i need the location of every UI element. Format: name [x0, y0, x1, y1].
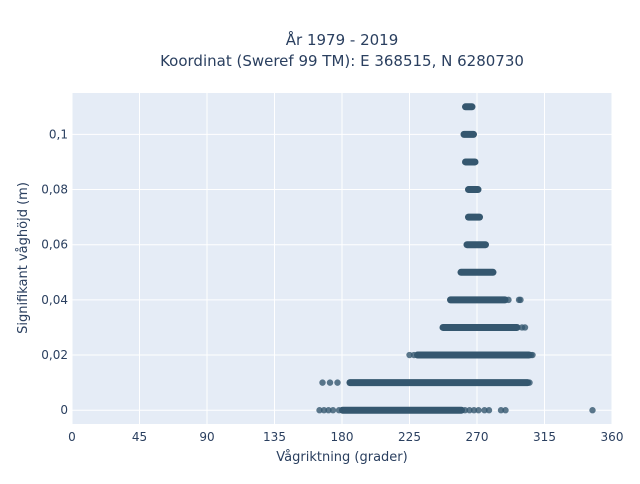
- data-point: [335, 407, 343, 414]
- data-point: [316, 407, 323, 414]
- data-point: [466, 407, 473, 414]
- x-tick-label: 135: [263, 430, 286, 444]
- x-axis-ticks: 0 45 90 135 180 225 270 315 360: [68, 430, 623, 444]
- data-point: [329, 407, 337, 414]
- data-point: [319, 379, 326, 386]
- data-band: [463, 241, 489, 249]
- data-point: [475, 407, 482, 414]
- y-axis-ticks: 0 0,02 0,04 0,06 0,08 0,1: [41, 127, 68, 417]
- x-tick-label: 360: [601, 430, 624, 444]
- data-point: [526, 379, 533, 386]
- data-point: [406, 351, 413, 359]
- y-tick-label: 0,02: [41, 348, 68, 362]
- data-band: [339, 406, 465, 414]
- x-tick-label: 180: [331, 430, 354, 444]
- y-tick-label: 0,08: [41, 183, 68, 197]
- data-point: [517, 296, 524, 304]
- data-point: [505, 296, 512, 304]
- y-tick-label: 0,1: [49, 127, 68, 141]
- data-point: [589, 407, 596, 414]
- y-tick-label: 0,04: [41, 293, 68, 307]
- data-band: [414, 351, 533, 359]
- data-band: [465, 186, 482, 194]
- x-tick-label: 225: [398, 430, 421, 444]
- data-band: [447, 296, 509, 304]
- data-point: [497, 407, 505, 414]
- data-point: [320, 407, 328, 414]
- data-band: [460, 130, 477, 138]
- x-tick-label: 270: [466, 430, 489, 444]
- data-point: [461, 407, 469, 414]
- x-axis-label: Vågriktning (grader): [276, 450, 407, 465]
- data-point: [481, 407, 488, 414]
- y-tick-label: 0: [60, 403, 68, 417]
- data-marks: [316, 103, 596, 414]
- data-band: [346, 379, 531, 387]
- data-point: [325, 407, 332, 414]
- data-band: [439, 323, 521, 331]
- data-band: [465, 213, 483, 221]
- data-point: [470, 407, 478, 414]
- chart-title: År 1979 - 2019: [286, 30, 399, 49]
- data-point: [326, 379, 334, 386]
- data-point: [410, 351, 418, 359]
- x-tick-label: 0: [68, 430, 76, 444]
- y-axis-label: Signifikant våghöjd (m): [16, 182, 31, 334]
- data-point: [521, 324, 529, 331]
- data-band: [462, 158, 479, 166]
- x-tick-label: 90: [199, 430, 214, 444]
- data-point: [529, 351, 536, 359]
- x-tick-label: 315: [533, 430, 556, 444]
- y-tick-label: 0,06: [41, 238, 68, 252]
- data-band: [457, 268, 497, 276]
- data-point: [502, 407, 509, 414]
- data-point: [334, 379, 341, 386]
- chart-subtitle: Koordinat (Sweref 99 TM): E 368515, N 62…: [160, 52, 524, 70]
- data-band: [462, 103, 476, 111]
- data-point: [485, 407, 493, 414]
- x-tick-label: 45: [132, 430, 147, 444]
